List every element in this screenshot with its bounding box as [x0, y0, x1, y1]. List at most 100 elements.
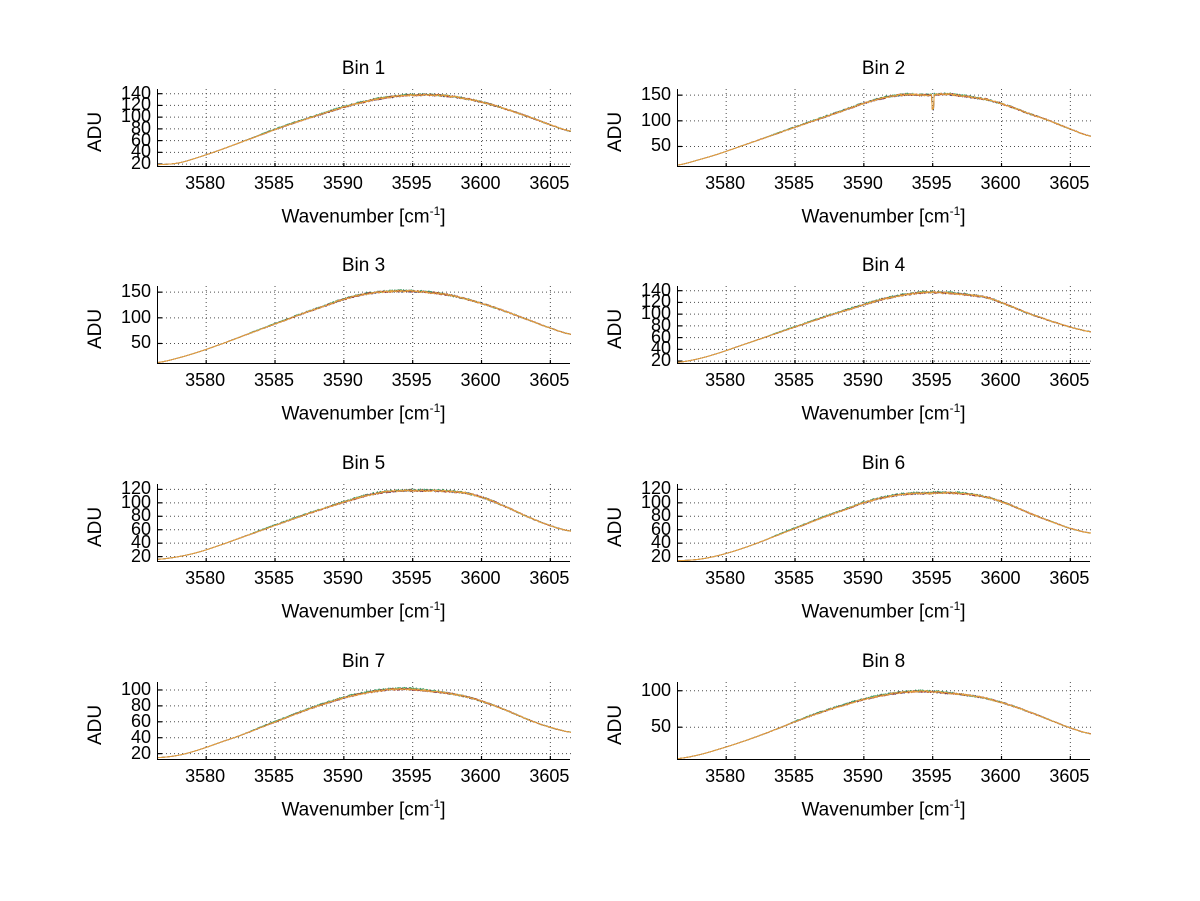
x-tick-label: 3600	[980, 568, 1021, 588]
x-tick-label: 3590	[842, 173, 883, 193]
x-tick-label: 3595	[911, 568, 952, 588]
y-tick-label: 120	[120, 478, 151, 499]
plot-area	[677, 89, 1091, 167]
y-tick-label: 120	[640, 478, 671, 499]
x-axis-label: Wavenumber [cm-1]	[157, 401, 570, 425]
subplot-title: Bin 3	[341, 255, 386, 276]
x-tick-label: 3595	[391, 766, 432, 786]
x-axis-label-suffix: ]	[440, 403, 446, 425]
data-trace	[158, 489, 571, 560]
x-tick-label: 3605	[1049, 766, 1090, 786]
x-axis-label-suffix: ]	[960, 206, 966, 228]
y-tick-label: 100	[640, 491, 671, 512]
x-axis-label-suffix: ]	[960, 799, 966, 821]
x-tick-label: 3590	[322, 173, 363, 193]
x-axis-label-suffix: ]	[960, 601, 966, 623]
y-tick-label: 50	[130, 332, 151, 353]
data-trace	[678, 690, 1091, 759]
subplot-title: Bin 4	[861, 255, 906, 276]
subplot-title: Bin 6	[861, 453, 906, 474]
x-tick-label: 3590	[322, 766, 363, 786]
y-tick-label: 60	[650, 326, 671, 347]
x-tick-label: 3585	[253, 766, 295, 786]
x-tick-label: 3605	[529, 173, 570, 193]
x-axis-label-suffix: ]	[960, 403, 966, 425]
x-tick-label: 3600	[460, 173, 501, 193]
y-tick-label: 40	[130, 726, 151, 747]
y-tick-label: 150	[120, 281, 151, 302]
y-tick-label: 60	[130, 129, 151, 150]
x-tick-label: 3585	[773, 173, 815, 193]
x-axis-label: Wavenumber [cm-1]	[677, 204, 1090, 228]
y-tick-label: 100	[120, 306, 151, 327]
x-tick-label: 3595	[391, 370, 432, 390]
x-tick-label: 3580	[185, 173, 226, 193]
y-tick-label: 100	[640, 109, 671, 130]
y-tick-label: 150	[640, 84, 671, 105]
x-tick-label: 3605	[529, 766, 570, 786]
y-tick-label: 80	[650, 505, 671, 526]
y-tick-label: 120	[640, 291, 671, 312]
x-axis-label-prefix: Wavenumber [cm	[801, 403, 950, 425]
x-tick-label: 3580	[705, 568, 746, 588]
x-tick-label: 3590	[842, 568, 883, 588]
x-tick-label: 3595	[391, 568, 432, 588]
x-axis-label-superscript: -1	[949, 599, 961, 613]
x-tick-label: 3585	[773, 370, 815, 390]
x-axis-label-suffix: ]	[440, 601, 446, 623]
x-axis-label-suffix: ]	[440, 206, 446, 228]
subplot-title: Bin 7	[341, 651, 386, 672]
plot-area	[677, 484, 1091, 562]
y-tick-label: 20	[130, 742, 151, 763]
plot-area	[157, 89, 571, 167]
x-tick-label: 3600	[980, 173, 1021, 193]
x-axis-label-superscript: -1	[429, 401, 441, 415]
x-tick-label: 3590	[842, 766, 883, 786]
x-tick-label: 3600	[980, 766, 1021, 786]
x-tick-label: 3590	[322, 370, 363, 390]
x-tick-label: 3600	[980, 370, 1021, 390]
y-tick-label: 50	[650, 135, 671, 156]
subplot-title: Bin 5	[341, 453, 386, 474]
x-tick-label: 3605	[1049, 568, 1090, 588]
x-tick-label: 3605	[529, 370, 570, 390]
y-tick-label: 20	[130, 153, 151, 174]
plot-area	[677, 682, 1091, 760]
x-axis-label-prefix: Wavenumber [cm	[281, 206, 430, 228]
x-axis-label-superscript: -1	[429, 204, 441, 218]
y-tick-label: 40	[650, 532, 671, 553]
x-axis-label: Wavenumber [cm-1]	[677, 401, 1090, 425]
subplot-title: Bin 8	[861, 651, 906, 672]
x-tick-label: 3580	[185, 568, 226, 588]
data-trace	[158, 289, 571, 363]
x-axis-label-superscript: -1	[949, 204, 961, 218]
data-trace	[678, 690, 1091, 759]
y-tick-label: 40	[130, 532, 151, 553]
data-trace	[158, 687, 571, 759]
x-tick-label: 3600	[460, 568, 501, 588]
x-tick-label: 3600	[460, 766, 501, 786]
y-tick-label: 140	[640, 279, 671, 300]
x-tick-label: 3590	[842, 370, 883, 390]
x-axis-label-prefix: Wavenumber [cm	[281, 601, 430, 623]
x-axis-label-prefix: Wavenumber [cm	[801, 206, 950, 228]
plot-area	[157, 682, 571, 760]
x-tick-label: 3585	[773, 568, 815, 588]
data-trace	[158, 93, 571, 166]
x-tick-label: 3580	[705, 173, 746, 193]
y-tick-label: 80	[130, 505, 151, 526]
x-axis-label: Wavenumber [cm-1]	[677, 599, 1090, 623]
data-trace	[678, 491, 1091, 562]
y-tick-label: 80	[130, 117, 151, 138]
x-tick-label: 3595	[911, 766, 952, 786]
y-tick-label: 60	[650, 518, 671, 539]
